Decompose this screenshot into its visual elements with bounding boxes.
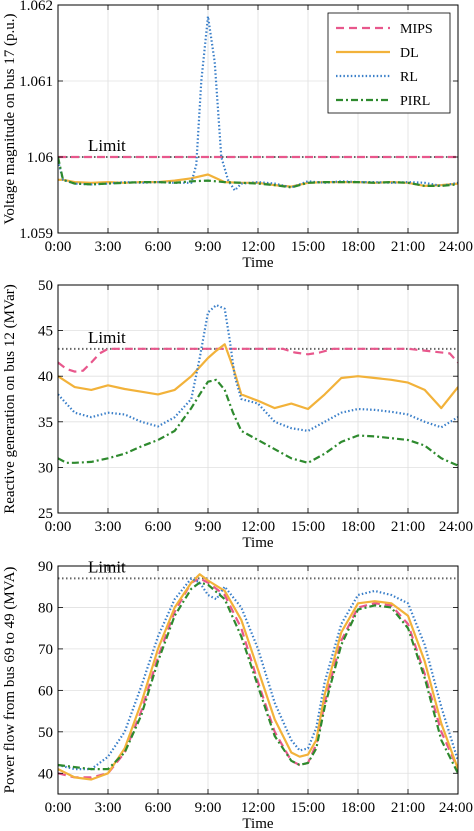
plot-area — [58, 304, 458, 467]
y-tick-label: 90 — [38, 559, 53, 575]
x-axis-title: Time — [242, 255, 273, 271]
y-tick-label: 30 — [38, 460, 53, 476]
y-axis-title: Voltage magnitude on bus 17 (p.u.) — [2, 14, 18, 225]
x-tick-label: 15:00 — [291, 800, 325, 816]
x-tick-label: 9:00 — [195, 519, 222, 535]
x-axis-title: Time — [242, 535, 273, 551]
x-tick-label: 9:00 — [195, 239, 222, 255]
x-tick-label: 3:00 — [95, 519, 122, 535]
y-tick-label: 50 — [38, 278, 53, 294]
y-axis-title: Reactive generation on bus 12 (MVar) — [2, 284, 18, 514]
plot-area — [58, 573, 458, 781]
y-tick-label: 60 — [38, 683, 53, 699]
x-tick-label: 18:00 — [341, 519, 375, 535]
legend-label-mips: MIPS — [400, 22, 433, 37]
y-tick-label: 40 — [38, 766, 53, 782]
x-tick-label: 21:00 — [391, 239, 425, 255]
chart-panel-1: 0:00 3:00 6:00 9:00 12:00 15:00 18:00 21:00 24:0… — [2, 0, 473, 271]
y-tick-label: 25 — [38, 506, 53, 522]
x-tick-label: 21:00 — [391, 519, 425, 535]
x-tick-label: 0:00 — [45, 239, 72, 255]
y-tick-label: 40 — [38, 369, 53, 385]
x-tick-label: 15:00 — [291, 239, 325, 255]
limit-label: Limit — [88, 136, 126, 155]
x-tick-label: 3:00 — [95, 239, 122, 255]
series-line-dl — [58, 343, 458, 411]
series-line-dl — [58, 573, 458, 781]
chart-panel-3: 0:00 3:00 6:00 9:00 12:00 15:00 18:00 21:00 24:0… — [2, 557, 473, 831]
y-axis-title: Power flow from bus 69 to 49 (MVA) — [2, 567, 18, 794]
x-axis-title: Time — [242, 816, 273, 831]
y-tick-label: 50 — [38, 725, 53, 741]
x-tick-label: 21:00 — [391, 800, 425, 816]
x-tick-label: 24:00 — [439, 239, 473, 255]
legend-label-dl: DL — [400, 46, 419, 61]
legend-label-pirl: PIRL — [400, 94, 430, 109]
legend: MIPS DL RL PIRL — [327, 12, 451, 114]
limit-label: Limit — [88, 557, 126, 576]
y-tick-label: 1.062 — [19, 0, 53, 14]
y-tick-label: 35 — [38, 415, 53, 431]
x-tick-label: 24:00 — [439, 800, 473, 816]
series-line-rl — [58, 577, 458, 771]
y-tick-label: 70 — [38, 642, 53, 658]
x-tick-label: 6:00 — [145, 519, 172, 535]
x-tick-label: 6:00 — [145, 800, 172, 816]
x-tick-label: 24:00 — [439, 519, 473, 535]
limit-label: Limit — [88, 328, 126, 347]
x-tick-label: 12:00 — [241, 519, 275, 535]
series-line-pirl — [58, 581, 458, 774]
y-tick-label: 1.06 — [27, 150, 54, 166]
x-tick-label: 3:00 — [95, 800, 122, 816]
chart-panel-2: 0:00 3:00 6:00 9:00 12:00 15:00 18:00 21:00 24:0… — [2, 278, 473, 551]
series-line-mips — [58, 577, 458, 779]
x-tick-label: 18:00 — [341, 800, 375, 816]
x-tick-label: 12:00 — [241, 239, 275, 255]
series-line-pirl — [58, 156, 458, 189]
x-tick-label: 9:00 — [195, 800, 222, 816]
x-tick-label: 0:00 — [45, 800, 72, 816]
y-tick-label: 45 — [38, 324, 53, 340]
x-tick-label: 0:00 — [45, 519, 72, 535]
x-tick-label: 12:00 — [241, 800, 275, 816]
x-tick-label: 18:00 — [341, 239, 375, 255]
series-line-pirl — [58, 378, 458, 467]
series-line-mips — [58, 347, 458, 373]
legend-label-rl: RL — [400, 70, 418, 85]
y-tick-label: 80 — [38, 600, 53, 616]
plot-area — [58, 15, 458, 192]
x-tick-label: 15:00 — [291, 519, 325, 535]
legend-box — [327, 12, 451, 114]
y-tick-label: 1.059 — [19, 226, 53, 242]
x-tick-label: 6:00 — [145, 239, 172, 255]
y-tick-label: 1.061 — [19, 74, 53, 90]
